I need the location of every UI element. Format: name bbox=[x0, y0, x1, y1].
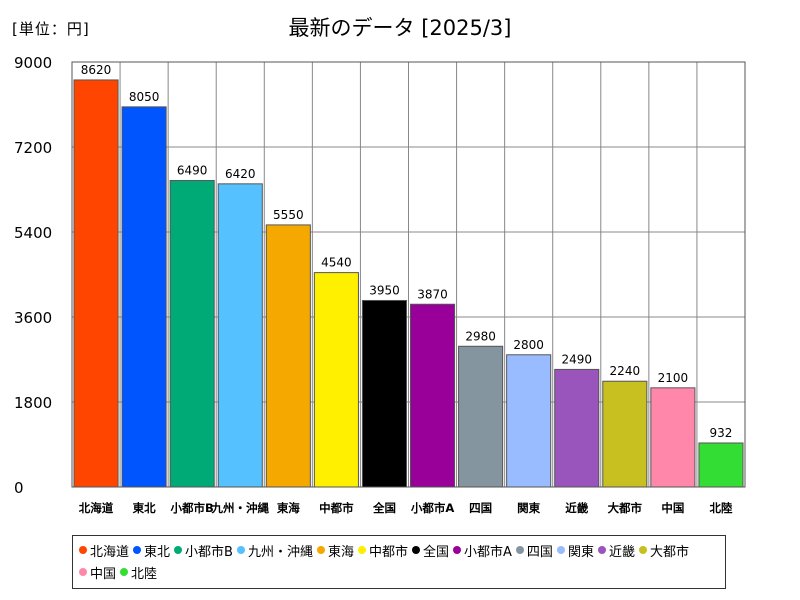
bar bbox=[121, 106, 167, 488]
legend-item: 全国 bbox=[412, 539, 449, 561]
bar bbox=[458, 345, 504, 488]
x-tick-label: 北海道 bbox=[79, 501, 114, 515]
legend-marker bbox=[316, 546, 325, 554]
x-tick-label: 小都市B bbox=[170, 501, 214, 515]
data-label: 8050 bbox=[129, 90, 160, 104]
legend-marker bbox=[638, 546, 647, 554]
bar bbox=[650, 387, 696, 488]
legend-item: 中国 bbox=[79, 561, 116, 583]
legend-item: 北陸 bbox=[120, 561, 157, 583]
legend-label: 中都市 bbox=[368, 544, 408, 560]
legend-label: 北陸 bbox=[131, 566, 158, 582]
legend-marker bbox=[357, 546, 366, 554]
data-label: 6490 bbox=[177, 164, 208, 178]
legend-label: 全国 bbox=[423, 544, 450, 560]
x-tick-label: 大都市 bbox=[608, 501, 643, 515]
bar bbox=[265, 224, 311, 488]
legend-label: 東海 bbox=[327, 544, 354, 560]
x-tick-label: 小都市A bbox=[410, 501, 454, 515]
bar bbox=[169, 180, 215, 488]
data-label: 2490 bbox=[561, 352, 592, 366]
legend-label: 九州・沖縄 bbox=[247, 544, 313, 560]
x-tick-label: 東北 bbox=[133, 501, 156, 515]
legend-marker bbox=[556, 546, 565, 554]
legend-label: 小都市B bbox=[185, 544, 233, 560]
legend-marker bbox=[453, 546, 462, 554]
chart-legend: 北海道 東北 小都市B 九州・沖縄 東海 中都市 全国 小都市A 四国 関東 近畿 大都市中国 北陸 bbox=[72, 535, 726, 589]
bar bbox=[361, 299, 407, 488]
y-tick-label: 9000 bbox=[14, 54, 52, 72]
unit-label: [単位：円] bbox=[12, 20, 90, 38]
bar bbox=[698, 442, 744, 488]
x-tick-label: 四国 bbox=[469, 501, 492, 515]
legend-item: 小都市A bbox=[453, 539, 512, 561]
legend-item: 関東 bbox=[556, 539, 594, 561]
data-label: 3950 bbox=[369, 283, 400, 297]
data-label: 4540 bbox=[321, 256, 352, 270]
legend-label: 北海道 bbox=[90, 544, 130, 560]
legend-item: 大都市 bbox=[638, 539, 689, 561]
data-label: 6420 bbox=[225, 167, 256, 181]
legend-item: 九州・沖縄 bbox=[236, 539, 313, 561]
data-label: 3870 bbox=[417, 287, 448, 301]
legend-item: 東北 bbox=[133, 539, 170, 561]
legend-marker bbox=[174, 546, 183, 554]
bar bbox=[554, 368, 600, 488]
legend-label: 関東 bbox=[567, 544, 594, 560]
x-tick-label: 全国 bbox=[372, 501, 396, 515]
bar bbox=[602, 380, 648, 488]
legend-marker bbox=[597, 546, 606, 554]
legend-marker bbox=[133, 546, 142, 554]
legend-item: 近畿 bbox=[597, 539, 635, 561]
bar-chart: 0 1800 3600 5400 7200 9000 8620 北海道 8050 東北 6490 小都… bbox=[14, 54, 746, 515]
data-label: 932 bbox=[710, 426, 733, 440]
legend-item: 北海道 bbox=[79, 539, 129, 561]
data-label: 5550 bbox=[273, 208, 304, 222]
x-tick-label: 近畿 bbox=[565, 501, 588, 515]
bar bbox=[217, 183, 263, 488]
legend-label: 小都市A bbox=[464, 544, 512, 560]
legend-marker bbox=[79, 568, 87, 576]
data-label: 2100 bbox=[658, 371, 689, 385]
legend-label: 中国 bbox=[90, 566, 117, 582]
legend-item: 東海 bbox=[316, 539, 354, 561]
legend-item: 中都市 bbox=[357, 539, 408, 561]
data-label: 2240 bbox=[610, 364, 641, 378]
bar bbox=[313, 272, 359, 488]
bar bbox=[73, 79, 119, 488]
data-label: 8620 bbox=[81, 63, 112, 77]
legend-item: 四国 bbox=[515, 539, 553, 561]
legend-label: 大都市 bbox=[649, 544, 689, 560]
legend-marker bbox=[515, 546, 524, 554]
y-tick-label: 1800 bbox=[14, 394, 52, 412]
y-tick-label: 3600 bbox=[14, 309, 52, 327]
bar bbox=[506, 354, 552, 488]
x-tick-label: 関東 bbox=[517, 501, 540, 515]
legend-item: 小都市B bbox=[174, 539, 233, 561]
chart-title: 最新のデータ [2025/3] bbox=[288, 16, 512, 40]
data-label: 2800 bbox=[513, 338, 544, 352]
legend-marker bbox=[120, 568, 129, 576]
x-tick-label: 九州・沖縄 bbox=[211, 501, 270, 515]
legend-marker bbox=[412, 546, 420, 554]
data-label: 2980 bbox=[465, 329, 496, 343]
y-tick-label: 0 bbox=[14, 479, 24, 497]
x-tick-label: 中国 bbox=[661, 501, 684, 515]
x-tick-label: 東海 bbox=[277, 501, 300, 515]
x-tick-label: 北陸 bbox=[709, 501, 732, 515]
y-tick-label: 7200 bbox=[14, 139, 52, 157]
legend-label: 四国 bbox=[526, 544, 553, 560]
legend-label: 東北 bbox=[144, 544, 171, 560]
x-tick-label: 中都市 bbox=[319, 501, 354, 515]
plot-border bbox=[71, 61, 746, 488]
legend-marker bbox=[79, 546, 87, 554]
legend-label: 近畿 bbox=[608, 544, 635, 560]
legend-marker bbox=[236, 546, 245, 554]
y-tick-label: 5400 bbox=[14, 224, 52, 242]
bar bbox=[410, 303, 456, 488]
